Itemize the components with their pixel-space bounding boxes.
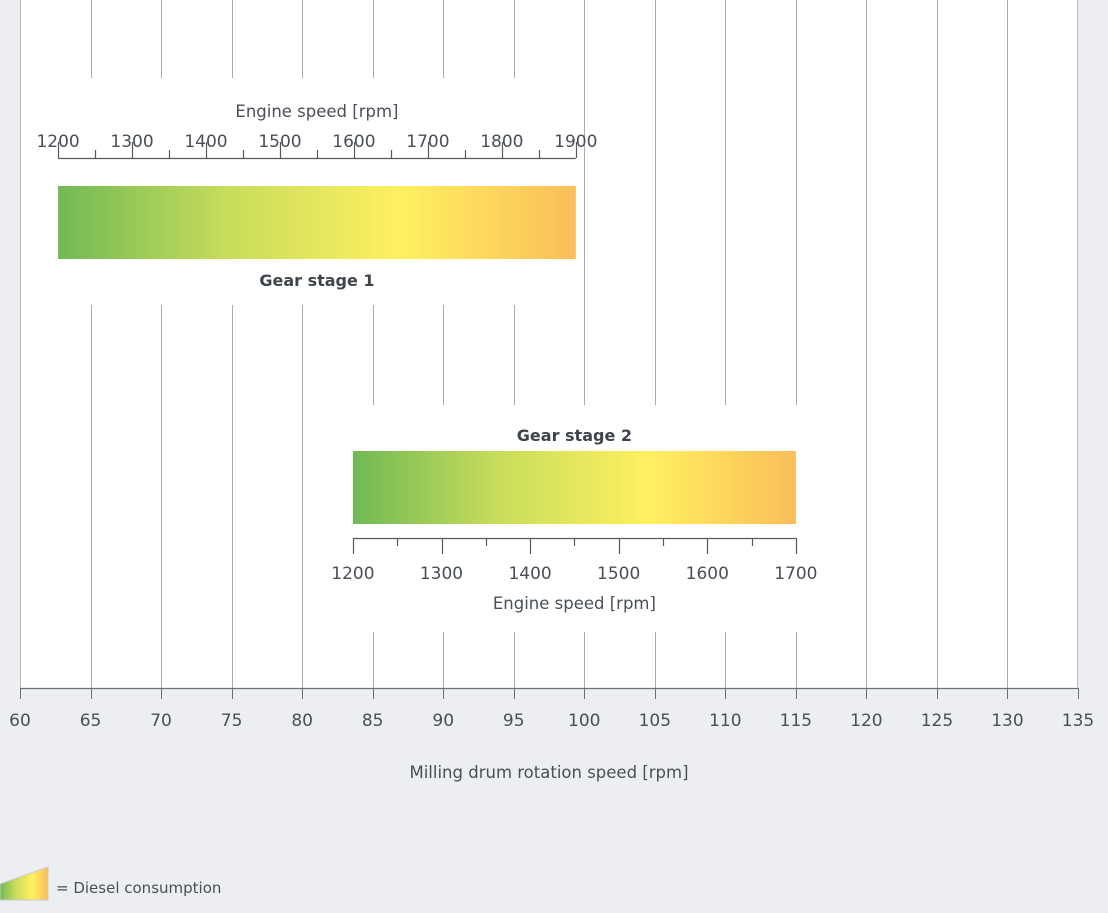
gear-stage-1: 1200 1300 1400 1500 1600 1700 1800 1900 Engine s… — [36, 102, 597, 290]
diesel-consumption-bar — [58, 186, 576, 259]
x-tick-label: 105 — [639, 711, 671, 731]
engine-speed-tick-label: 1500 — [597, 564, 640, 584]
engine-speed-tick-label: 1300 — [420, 564, 463, 584]
engine-speed-tick-label: 1900 — [554, 132, 597, 152]
engine-speed-tick-label: 1600 — [332, 132, 375, 152]
x-tick-label: 80 — [291, 711, 313, 731]
x-axis-title: Milling drum rotation speed [rpm] — [409, 763, 688, 782]
x-tick-label: 75 — [221, 711, 243, 731]
x-tick-label: 60 — [9, 711, 31, 731]
engine-speed-tick-label: 1600 — [686, 564, 729, 584]
x-tick-label: 115 — [780, 711, 812, 731]
gear-stage-2: 1200 1300 1400 1500 1600 1700 Engine speed [rp… — [331, 426, 817, 613]
gear-stage-label: Gear stage 2 — [517, 426, 632, 445]
engine-speed-tick-label: 1700 — [774, 564, 817, 584]
engine-speed-tick-label: 1200 — [331, 564, 374, 584]
x-tick-label: 120 — [850, 711, 882, 731]
diesel-consumption-bar — [352, 451, 796, 524]
engine-speed-tick-label: 1300 — [110, 132, 153, 152]
gear-stage-label: Gear stage 1 — [259, 271, 374, 290]
engine-speed-tick-label: 1700 — [406, 132, 449, 152]
x-tick-label: 125 — [921, 711, 953, 731]
x-tick-label: 110 — [709, 711, 741, 731]
x-tick-label: 135 — [1062, 711, 1094, 731]
x-tick-label: 100 — [568, 711, 600, 731]
plot-area — [20, 0, 1078, 688]
legend: = Diesel consumption — [0, 866, 221, 901]
engine-speed-axis-title: Engine speed [rpm] — [493, 594, 656, 613]
legend-label: = Diesel consumption — [56, 879, 221, 897]
x-axis-ticks: 60 65 70 75 80 85 90 95 100 105 110 115 120 125 130 135 — [9, 688, 1094, 731]
x-tick-label: 130 — [991, 711, 1023, 731]
engine-speed-axis-title: Engine speed [rpm] — [235, 102, 398, 121]
x-tick-label: 70 — [150, 711, 172, 731]
x-tick-label: 95 — [503, 711, 525, 731]
x-tick-label: 85 — [362, 711, 384, 731]
engine-speed-tick-label: 1200 — [36, 132, 79, 152]
x-tick-label: 90 — [432, 711, 454, 731]
legend-swatch — [0, 866, 49, 901]
engine-speed-tick-label: 1800 — [480, 132, 523, 152]
gear-stages: 1200 1300 1400 1500 1600 1700 1800 1900 Engine s… — [36, 102, 817, 613]
engine-speed-tick-label: 1500 — [258, 132, 301, 152]
engine-speed-tick-label: 1400 — [184, 132, 227, 152]
engine-speed-tick-label: 1400 — [508, 564, 551, 584]
x-tick-label: 65 — [80, 711, 102, 731]
grid-lines — [91, 0, 1008, 688]
